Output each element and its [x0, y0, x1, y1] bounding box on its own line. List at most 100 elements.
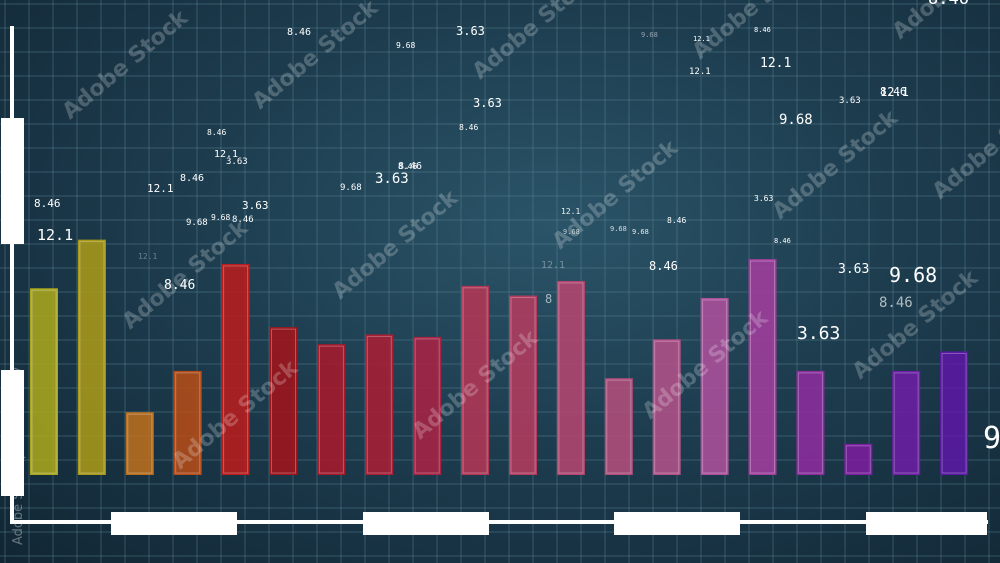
floating-value-label: 8.46: [207, 128, 226, 137]
watermark-logo-text: Adobe Stock: [248, 0, 384, 115]
bar-6: [269, 327, 298, 475]
bar-highlight-11: [510, 297, 536, 474]
floating-value-label: 12.1: [138, 252, 157, 261]
floating-value-label: 12.1: [693, 35, 710, 43]
bar-19: [892, 370, 921, 475]
floating-value-label: 12.1: [147, 182, 174, 195]
bar-20: [940, 351, 969, 476]
watermark-logo-text: Adobe Stock: [468, 0, 604, 85]
floating-value-label: 8.46: [667, 216, 686, 225]
floating-value-label: 9.68: [610, 225, 627, 233]
floating-value-label: 8.46: [287, 27, 311, 38]
bar-highlight-2: [79, 241, 105, 474]
bar-highlight-9: [414, 338, 440, 474]
x-axis-block-2: [363, 512, 489, 535]
bar-highlight-20: [941, 352, 967, 474]
floating-value-label: 9.68: [632, 228, 649, 236]
floating-value-label: 8.46: [649, 259, 678, 273]
floating-value-label: 3.63: [226, 157, 248, 167]
bar-highlight-10: [462, 287, 488, 474]
floating-value-label: 12.1: [880, 85, 909, 99]
bar-highlight-5: [223, 265, 249, 474]
floating-value-label: 9.68: [340, 183, 362, 193]
floating-value-label: 9.68: [186, 218, 208, 228]
watermark-logo-text: Adobe Stock: [58, 5, 194, 125]
floating-value-label: 8.46: [398, 161, 422, 172]
floating-value-label: 12.1: [37, 226, 73, 244]
floating-value-label: 12.1: [689, 67, 711, 77]
floating-value-label: 8: [545, 292, 552, 306]
floating-value-label: 3.63: [839, 96, 861, 106]
bar-3: [125, 412, 154, 476]
floating-value-label: 9.68: [641, 31, 658, 39]
floating-value-label: 3.63: [456, 24, 485, 38]
bar-highlight-17: [797, 372, 823, 474]
watermark-logo-text: Adobe Stock: [548, 135, 684, 255]
floating-value-label: 8.46: [232, 215, 254, 225]
bar-15: [700, 297, 729, 475]
x-axis-block-1: [111, 512, 237, 535]
floating-value-label: 8.46: [880, 85, 907, 98]
bar-highlight-1: [31, 289, 57, 474]
bar-11: [509, 295, 537, 475]
bar-highlight-15: [702, 299, 728, 474]
y-axis-line: [10, 26, 14, 524]
bar-4: [173, 370, 202, 475]
bar-1: [30, 288, 58, 475]
floating-value-label: 8.46: [774, 237, 791, 245]
bar-8: [365, 334, 394, 476]
bar-12: [556, 280, 585, 475]
floating-value-label: 3.63: [797, 323, 840, 344]
bar-highlight-18: [845, 445, 871, 474]
bars-group: [30, 239, 969, 476]
bar-highlight-4: [175, 372, 201, 474]
bar-highlight-19: [893, 372, 919, 474]
bar-highlight-8: [366, 335, 392, 474]
bar-7: [317, 344, 346, 475]
floating-value-label: 12.1: [541, 260, 565, 271]
watermark-logo-text: Adobe Stock: [888, 0, 1000, 45]
floating-value-label: 8.46: [754, 26, 771, 34]
floating-value-label: 3.63: [375, 171, 409, 187]
floating-value-label: 8.46: [34, 197, 61, 210]
floating-value-label: 8.46: [398, 162, 417, 171]
y-axis-block-bottom: [1, 370, 24, 496]
floating-value-label: 3.63: [838, 262, 869, 277]
floating-value-label: 8.46: [879, 295, 913, 311]
floating-value-label: 9.68: [563, 228, 580, 236]
floating-value-label: 9.68: [396, 41, 415, 50]
bar-10: [461, 285, 490, 476]
bar-17: [796, 370, 825, 475]
floating-value-label: 8.46: [164, 278, 195, 293]
floating-value-label: 8.46: [180, 173, 204, 184]
floating-value-label: 12.1: [561, 207, 580, 216]
floating-value-label: 9.68: [211, 213, 230, 222]
bar-9: [413, 336, 442, 475]
floating-value-label: 9: [983, 421, 1000, 456]
bar-18: [844, 443, 873, 476]
floating-labels-group: 12.18.468.4612.18.469.6812.13.638.468.46…: [34, 0, 1000, 456]
floating-value-label: 8.46: [459, 123, 478, 132]
floating-value-label: 3.63: [473, 96, 502, 110]
bar-13: [604, 378, 633, 476]
floating-value-label: 9.68: [889, 263, 937, 287]
bar-16: [748, 259, 777, 476]
x-axis-line: [10, 520, 988, 524]
floating-value-label: 9.68: [779, 112, 813, 128]
floating-value-label: 12.1: [214, 149, 238, 160]
bar-highlight-7: [318, 345, 344, 474]
x-axis-block-3: [614, 512, 740, 535]
bar-highlight-12: [558, 282, 584, 474]
bar-highlight-14: [654, 340, 680, 474]
bar-highlight-3: [127, 413, 153, 474]
bar-14: [652, 339, 681, 475]
bar-highlight-6: [271, 328, 296, 474]
axes-group: [1, 26, 988, 535]
watermark-logo-text: Adobe Stock: [328, 185, 464, 305]
floating-value-label: 8.46: [928, 0, 969, 9]
floating-value-label: 3.63: [242, 199, 269, 212]
floating-value-label: 3.63: [754, 194, 773, 203]
bar-5: [221, 263, 250, 476]
